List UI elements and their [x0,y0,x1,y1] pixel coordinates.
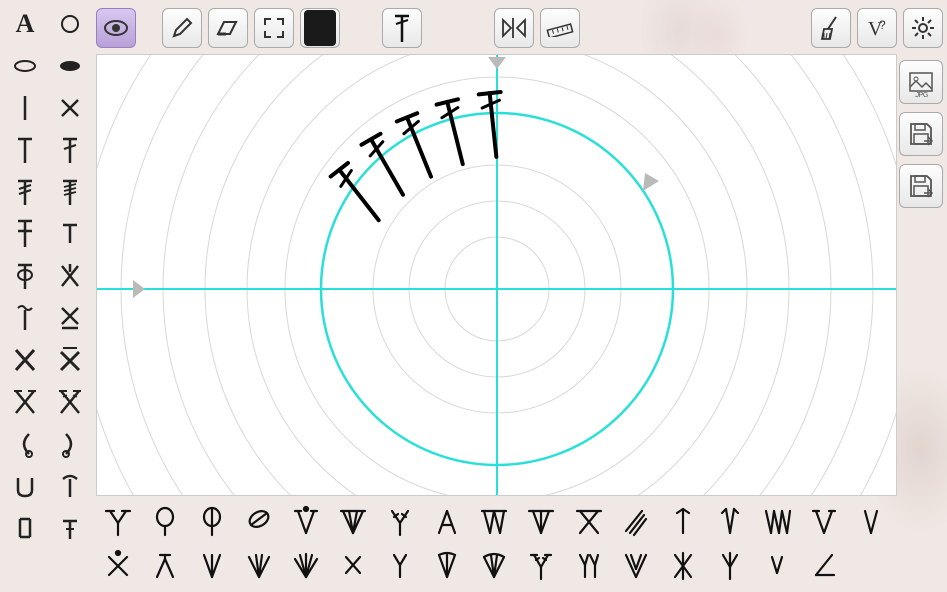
jpg-label: .JPG [900,92,942,99]
settings-button[interactable] [903,8,943,48]
palette-bulb2[interactable] [190,500,234,542]
palette-y-str[interactable] [519,544,563,586]
current-stitch-button[interactable] [382,8,422,48]
palette-a-stitch[interactable] [425,500,469,542]
palette-t-strike[interactable] [49,130,91,170]
ruler-button[interactable] [540,8,580,48]
palette-t-bar[interactable] [4,130,46,170]
top-toolbar: V? [96,4,943,52]
palette-blank1[interactable] [896,500,940,542]
save-button[interactable] [899,112,943,156]
palette-yi[interactable] [708,544,752,586]
palette-t-double[interactable] [4,172,46,212]
pencil-tool-button[interactable] [162,8,202,48]
palette-y-over[interactable] [4,382,46,422]
palette-v-bar[interactable] [519,500,563,542]
palette-v-sm[interactable] [755,544,799,586]
palette-x-dash[interactable] [49,340,91,380]
palette-pin[interactable] [661,500,705,542]
palette-v-close[interactable] [849,500,893,542]
visibility-toggle-button[interactable] [96,8,136,48]
mirror-button[interactable] [494,8,534,48]
palette-a-v[interactable] [143,544,187,586]
palette-x-sm[interactable] [331,544,375,586]
palette-vv2[interactable] [614,544,658,586]
load-button[interactable] [899,164,943,208]
help-button[interactable]: V? [857,8,897,48]
fullscreen-button[interactable] [254,8,294,48]
palette-y-stitch[interactable] [96,500,140,542]
palette-angle[interactable] [802,544,846,586]
bottom-symbol-palette [96,500,943,588]
palette-fan3[interactable] [190,544,234,586]
palette-fan4[interactable] [237,544,281,586]
palette-blank3[interactable] [896,544,940,586]
palette-u-shape[interactable] [4,466,46,506]
palette-y-slash[interactable] [378,500,422,542]
palette-line-vert[interactable] [4,88,46,128]
palette-x-plain[interactable] [4,340,46,380]
palette-pin2[interactable] [708,500,752,542]
palette-t-short[interactable] [49,214,91,254]
palette-x-bar[interactable] [567,500,611,542]
palette-arrow3[interactable] [614,500,658,542]
current-color-swatch [304,10,336,46]
palette-circle-outline[interactable] [49,4,91,44]
palette-t-cap[interactable] [49,466,91,506]
palette-vv[interactable] [472,500,516,542]
left-symbol-palette: A [4,4,92,588]
right-toolbar: .JPG [899,60,943,208]
palette-ellipse-filled[interactable] [49,46,91,86]
palette-ellipse-outline[interactable] [4,46,46,86]
palette-v-dot[interactable] [284,500,328,542]
clear-brush-button[interactable] [811,8,851,48]
palette-x-under[interactable] [49,298,91,338]
palette-hook-l[interactable] [4,424,46,464]
palette-bracket[interactable] [4,508,46,548]
palette-fan4b[interactable] [472,544,516,586]
palette-v-dbl[interactable] [331,500,375,542]
export-jpg-button[interactable]: .JPG [899,60,943,104]
palette-fan5[interactable] [284,544,328,586]
palette-t-bar-dot[interactable] [4,214,46,254]
palette-t-tilde[interactable] [4,298,46,338]
palette-y-cross[interactable] [49,256,91,296]
palette-v-open[interactable] [802,500,846,542]
palette-fan3b[interactable] [425,544,469,586]
palette-x-seed[interactable] [96,544,140,586]
palette-t-loop[interactable] [4,256,46,296]
svg-text:?: ? [879,18,886,32]
palette-leaf[interactable] [237,500,281,542]
palette-t-triple[interactable] [49,172,91,212]
drawing-canvas[interactable] [96,54,897,496]
palette-t-cap2[interactable] [49,508,91,548]
palette-xi[interactable] [661,544,705,586]
palette-y-dbl[interactable] [49,382,91,422]
eraser-tool-button[interactable] [208,8,248,48]
palette-hook-r[interactable] [49,424,91,464]
palette-cross-x[interactable] [49,88,91,128]
palette-vvv[interactable] [755,500,799,542]
palette-yy[interactable] [567,544,611,586]
palette-text-tool[interactable]: A [4,4,46,44]
palette-blank2[interactable] [849,544,893,586]
color-swatch-button[interactable] [300,8,340,48]
palette-bulb[interactable] [143,500,187,542]
palette-y-sm[interactable] [378,544,422,586]
